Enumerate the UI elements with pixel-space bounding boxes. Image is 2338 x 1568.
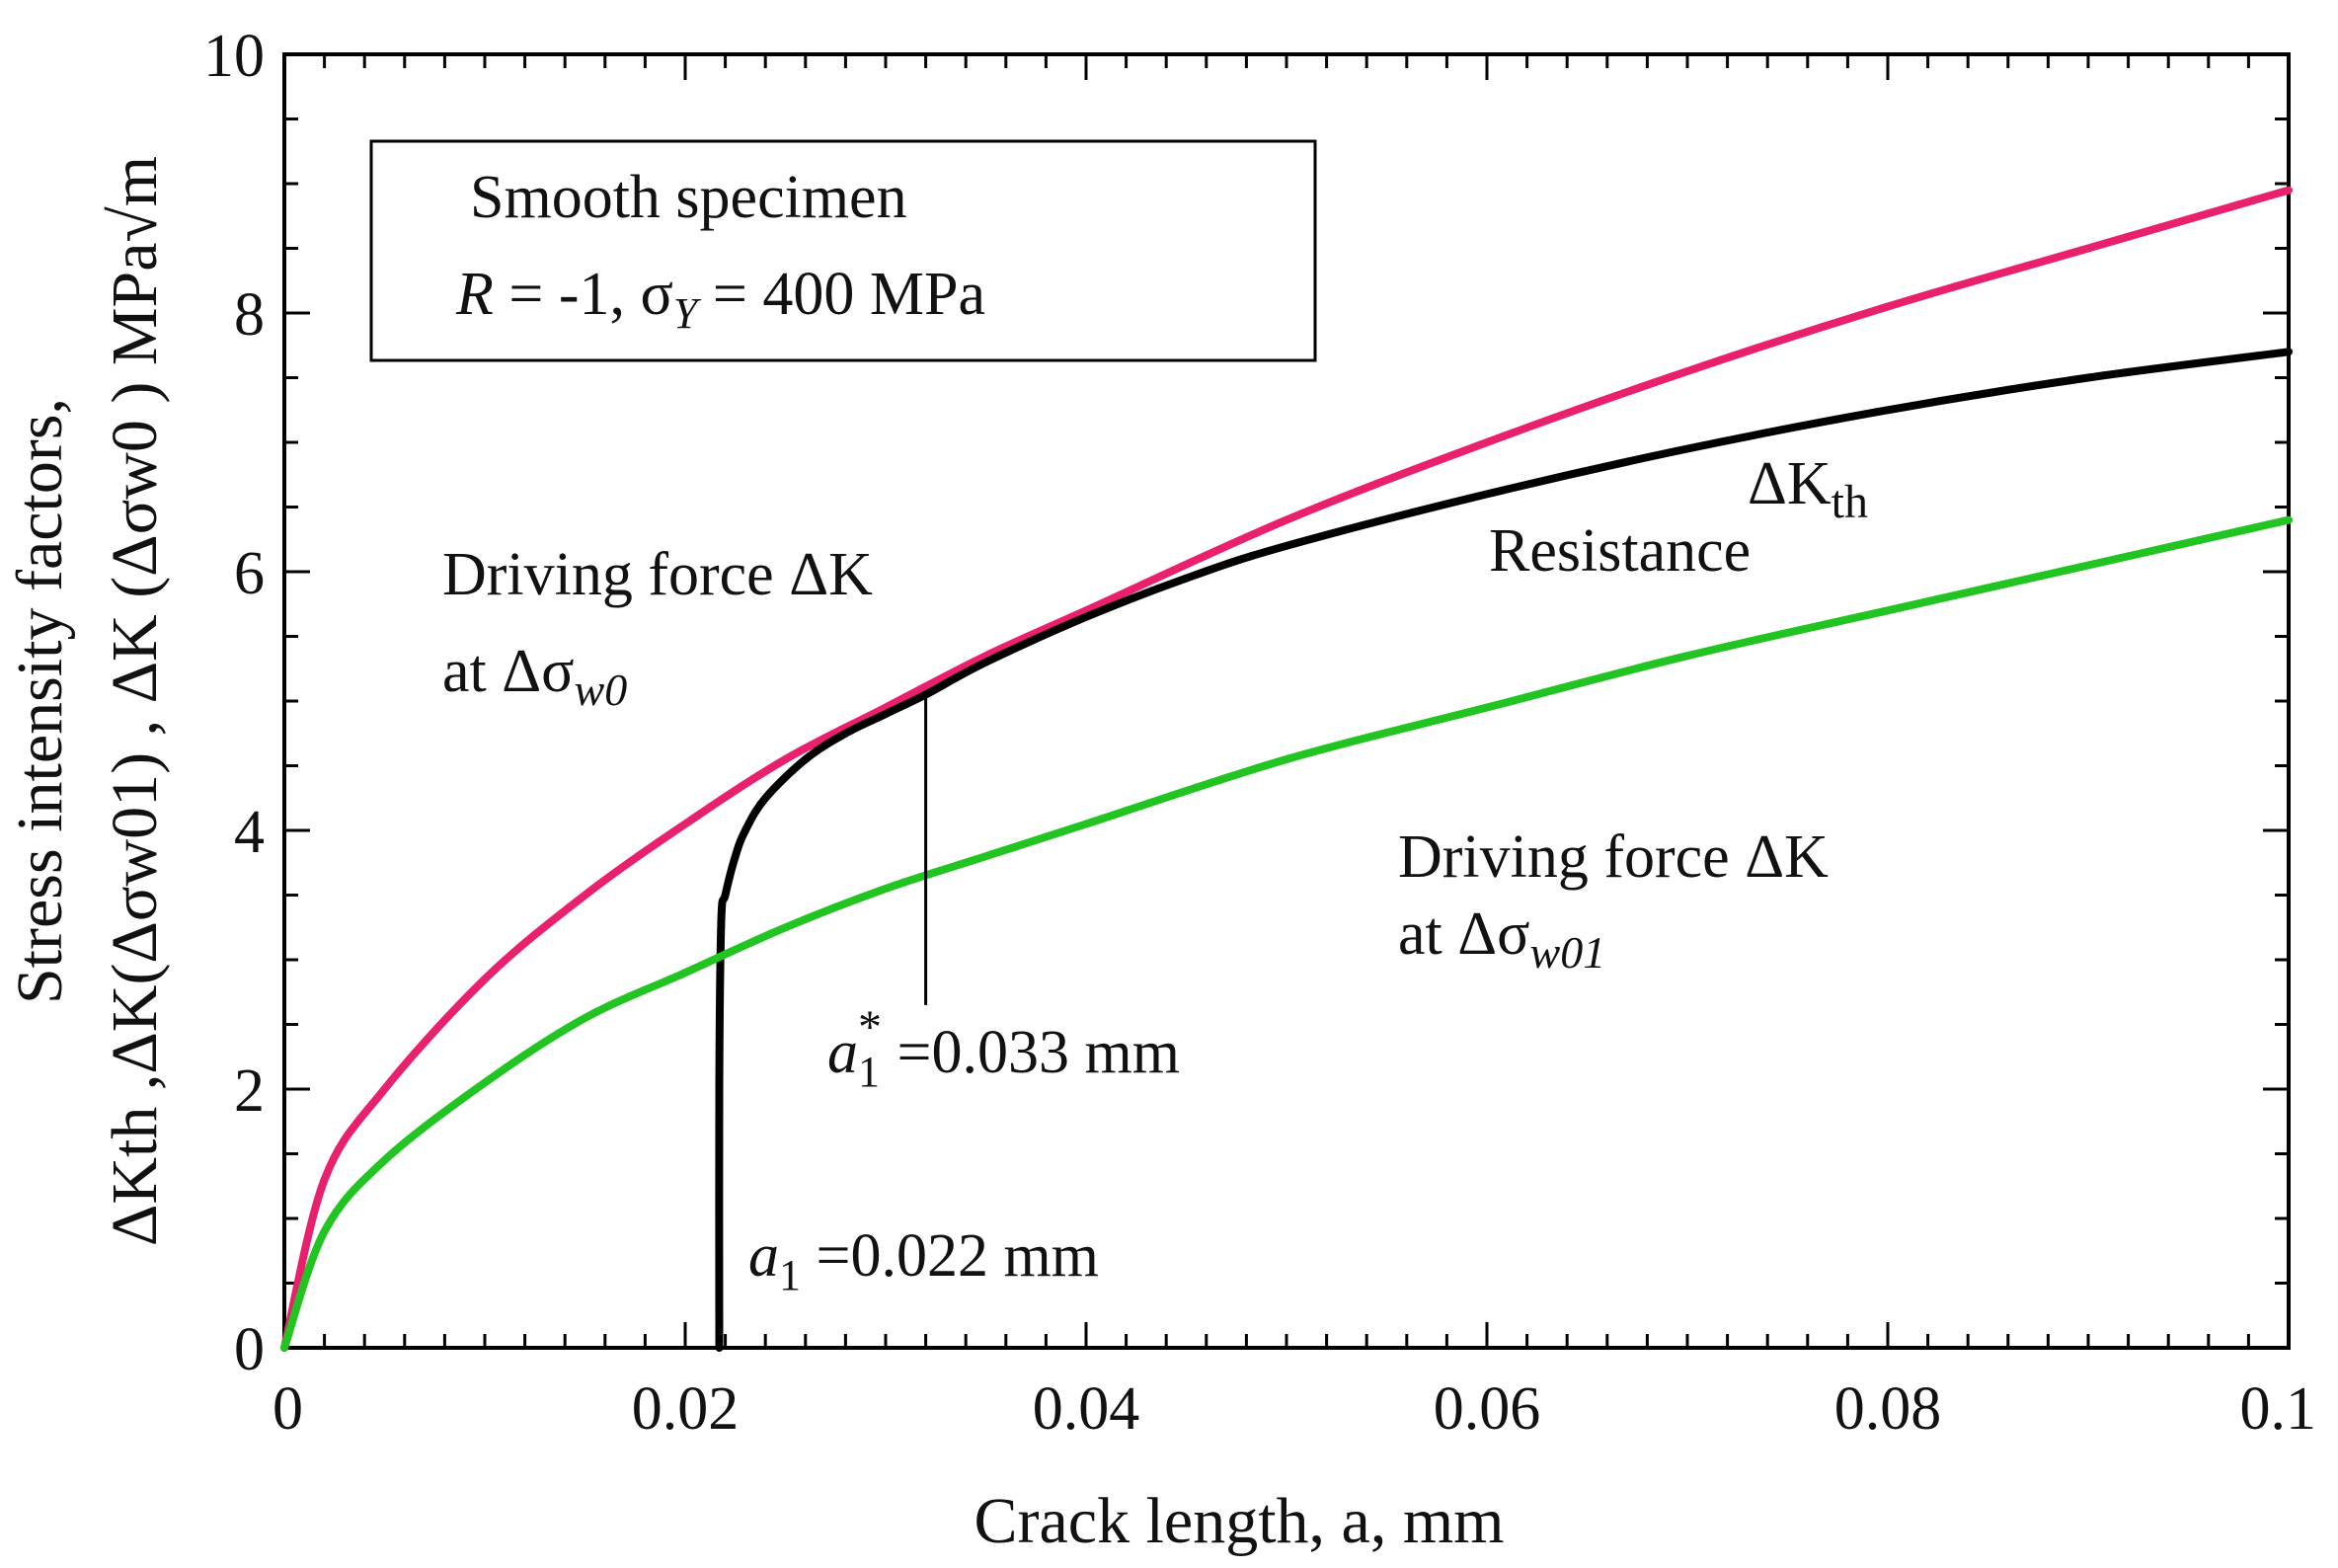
label-a1-star-symbol: a <box>827 1019 858 1086</box>
label-kth-subscript: th <box>1831 476 1868 528</box>
label-a1-star-superscript: * <box>858 1001 882 1054</box>
label-resistance: Resistance <box>1489 517 1751 585</box>
label-driving-force-w0-line1: Driving force ΔK <box>442 541 873 608</box>
y-axis-title-line1: Stress intensity factors, <box>4 398 76 1004</box>
x-axis-title: Crack length, a, mm <box>974 1485 1504 1557</box>
x-tick-label: 0.06 <box>1434 1375 1541 1443</box>
driving-force-w0-curve <box>280 186 2293 1352</box>
legend-title: Smooth specimen <box>470 164 907 231</box>
label-a1-value: =0.022 mm <box>801 1222 1099 1290</box>
y-tick-label: 0 <box>234 1316 265 1383</box>
y-tick-label: 10 <box>203 23 265 90</box>
label-w01-subscript: w01 <box>1530 927 1606 978</box>
label-w01-prefix: at Δσ <box>1398 901 1530 968</box>
label-driving-force-w0-line2: at Δσw0 <box>442 638 627 715</box>
label-a1-star: a1* =0.033 mm <box>827 1001 1180 1096</box>
label-driving-force-w01-line1: Driving force ΔK <box>1398 823 1829 891</box>
label-a1-symbol: a <box>748 1222 779 1290</box>
legend-box <box>369 139 1317 362</box>
label-a1-subscript: 1 <box>779 1251 801 1299</box>
resistance-kth-curve <box>715 348 2293 1352</box>
x-tick-label: 0.08 <box>1834 1375 1942 1443</box>
label-kth-delta: ΔK <box>1748 450 1831 517</box>
label-w0-subscript: w0 <box>575 665 628 715</box>
label-driving-force-w01-line2: at Δσw01 <box>1398 901 1605 978</box>
x-tick-label: 0.02 <box>632 1375 740 1443</box>
driving-force-w01-curve <box>280 515 2293 1352</box>
x-tick-label: 0 <box>273 1375 303 1443</box>
label-kth: ΔKth <box>1748 450 1868 528</box>
label-w0-prefix: at Δσ <box>442 638 575 705</box>
x-tick-labels: 0 0.02 0.04 0.06 0.08 0.1 <box>273 1375 2316 1443</box>
label-a1-star-value: =0.033 mm <box>882 1019 1180 1086</box>
y-tick-label: 8 <box>234 281 265 349</box>
legend-r-value: = -1, σ <box>494 261 673 328</box>
label-a1: a1 =0.022 mm <box>748 1222 1099 1299</box>
y-tick-label: 6 <box>234 540 265 607</box>
y-tick-label: 2 <box>234 1058 265 1125</box>
axis-ticks <box>282 52 2291 1350</box>
y-tick-labels: 0 2 4 6 8 10 <box>203 23 265 1383</box>
legend-yield-value: = 400 MPa <box>697 261 985 328</box>
x-tick-label: 0.04 <box>1033 1375 1140 1443</box>
label-a1-star-subscript: 1 <box>858 1048 880 1096</box>
y-tick-label: 4 <box>234 799 265 866</box>
legend-r-symbol: R <box>455 261 494 328</box>
legend-sigma-subscript: Y <box>673 289 702 338</box>
legend-conditions: R = -1, σY = 400 MPa <box>455 261 985 338</box>
x-tick-label: 0.1 <box>2240 1375 2317 1443</box>
y-axis-title-line2: ΔKth ,ΔK(Δσw01) , ΔK (Δσw0 ) MPa√m <box>99 156 171 1246</box>
series-lines <box>280 186 2293 1352</box>
